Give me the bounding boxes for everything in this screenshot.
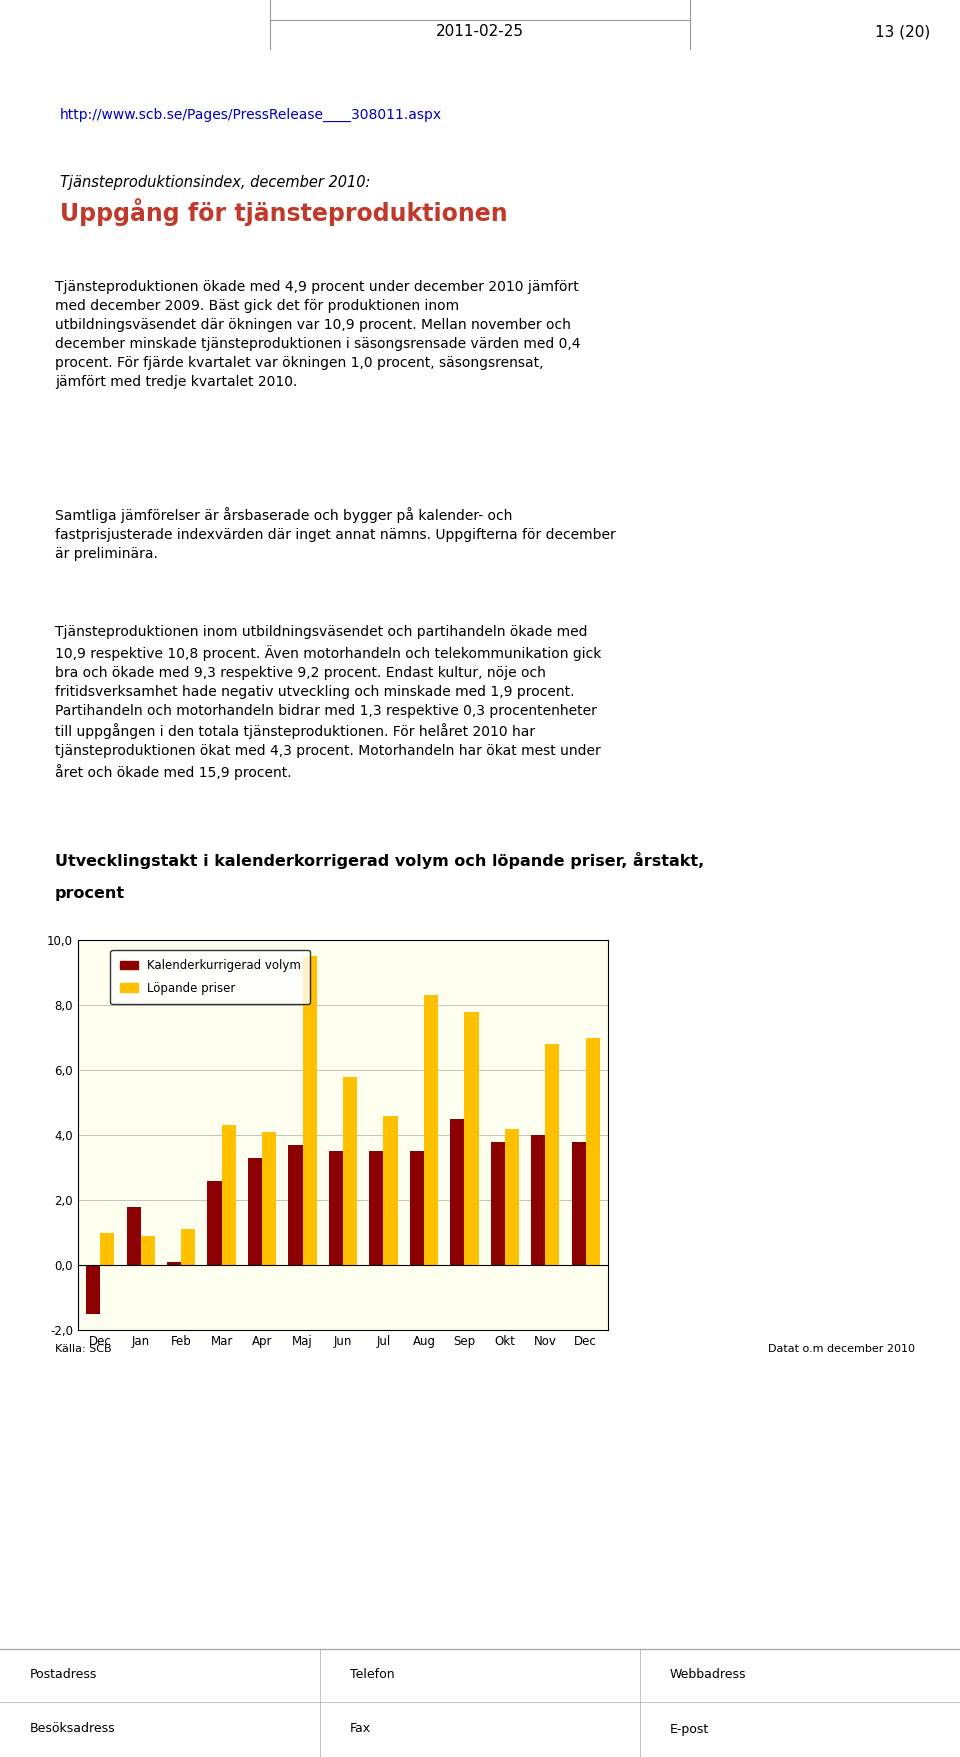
Text: Tjänsteproduktionen ökade med 4,9 procent under december 2010 jämfört
med decemb: Tjänsteproduktionen ökade med 4,9 procen… xyxy=(55,279,581,388)
Bar xyxy=(288,1146,302,1265)
Bar xyxy=(450,1119,465,1265)
Text: Källa: SCB: Källa: SCB xyxy=(55,1344,111,1355)
Bar xyxy=(86,1265,100,1314)
Text: Telefon: Telefon xyxy=(350,1669,395,1681)
Bar xyxy=(167,1262,181,1265)
Bar xyxy=(505,1128,519,1265)
Bar xyxy=(181,1230,195,1265)
Bar xyxy=(383,1116,397,1265)
Bar xyxy=(424,994,438,1265)
Bar xyxy=(100,1232,114,1265)
Text: Utvecklingstakt i kalenderkorrigerad volym och löpande priser, årstakt,: Utvecklingstakt i kalenderkorrigerad vol… xyxy=(55,852,705,870)
Text: Postadress: Postadress xyxy=(30,1669,97,1681)
Bar xyxy=(329,1151,343,1265)
Text: http://www.scb.se/Pages/PressRelease____308011.aspx: http://www.scb.se/Pages/PressRelease____… xyxy=(60,107,443,121)
Text: Uppgång för tjänsteproduktionen: Uppgång för tjänsteproduktionen xyxy=(60,199,508,227)
Text: Datat o.m december 2010: Datat o.m december 2010 xyxy=(768,1344,915,1355)
Bar xyxy=(410,1151,424,1265)
Text: Samtliga jämförelser är årsbaserade och bygger på kalender- och
fastprisjusterad: Samtliga jämförelser är årsbaserade och … xyxy=(55,508,615,560)
Text: Tjänsteproduktionen inom utbildningsväsendet och partihandeln ökade med
10,9 res: Tjänsteproduktionen inom utbildningsväse… xyxy=(55,625,601,780)
Bar xyxy=(465,1012,478,1265)
Bar xyxy=(262,1132,276,1265)
Bar xyxy=(343,1077,357,1265)
Bar xyxy=(248,1158,262,1265)
Bar xyxy=(370,1151,383,1265)
Text: Fax: Fax xyxy=(350,1722,372,1736)
Text: 2011-02-25: 2011-02-25 xyxy=(436,25,524,39)
Bar xyxy=(302,956,317,1265)
Bar xyxy=(491,1142,505,1265)
Text: procent: procent xyxy=(55,886,125,901)
Bar xyxy=(586,1037,600,1265)
Bar xyxy=(571,1142,586,1265)
Bar xyxy=(207,1181,222,1265)
Bar xyxy=(545,1044,560,1265)
Bar xyxy=(141,1235,155,1265)
Bar xyxy=(531,1135,545,1265)
Text: Tjänsteproduktionsindex, december 2010:: Tjänsteproduktionsindex, december 2010: xyxy=(60,176,371,190)
Text: 13 (20): 13 (20) xyxy=(875,25,930,39)
Legend: Kalenderkurrigerad volym, Löpande priser: Kalenderkurrigerad volym, Löpande priser xyxy=(110,951,310,1005)
Text: Webbadress: Webbadress xyxy=(670,1669,747,1681)
Text: Besöksadress: Besöksadress xyxy=(30,1722,115,1736)
Text: E-post: E-post xyxy=(670,1722,709,1736)
Bar xyxy=(127,1207,141,1265)
Bar xyxy=(222,1124,236,1265)
